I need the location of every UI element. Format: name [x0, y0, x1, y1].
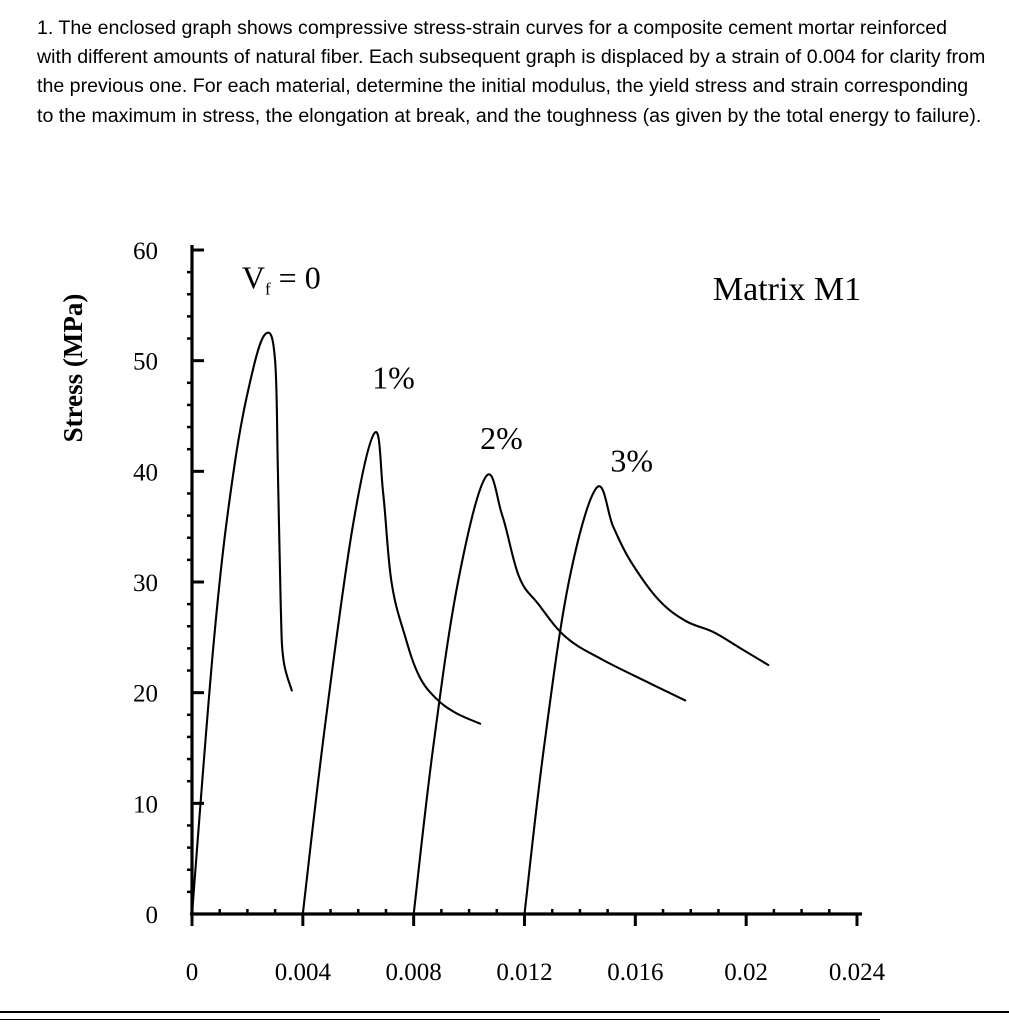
y-tick-label: 60: [133, 238, 158, 265]
y-axis-label: Stress (MPa): [58, 294, 88, 443]
series-label-3: 3%: [610, 442, 653, 478]
x-tick-label: 0.016: [607, 959, 663, 986]
y-tick-label: 0: [146, 902, 159, 929]
x-tick-label: 0: [186, 959, 199, 986]
x-tick-label: 0.008: [386, 959, 442, 986]
y-tick-label: 40: [133, 459, 158, 486]
x-tick-label: 0.02: [724, 959, 768, 986]
problem-statement: 1. The enclosed graph shows compressive …: [37, 17, 986, 127]
x-tick-label: 0.024: [829, 959, 886, 986]
series-label-0: Vf = 0: [242, 260, 321, 299]
x-tick-label: 0.012: [496, 959, 552, 986]
series-line-3: [523, 485, 770, 916]
x-tick-label: 0.004: [275, 959, 332, 986]
series-label-1: 1%: [372, 359, 415, 395]
y-tick-label: 30: [133, 570, 158, 597]
bottom-rule: [0, 1011, 1009, 1013]
y-tick-label: 20: [133, 681, 158, 708]
series-label-2: 2%: [480, 420, 523, 456]
y-tick-label: 50: [133, 349, 158, 376]
chart-title: Matrix M1: [713, 271, 861, 308]
series-line-1: [301, 431, 482, 916]
bottom-rule-short: [0, 1019, 880, 1020]
y-tick-label: 10: [133, 791, 158, 818]
series-line-2: [412, 473, 687, 916]
series-line-0: [190, 331, 293, 916]
